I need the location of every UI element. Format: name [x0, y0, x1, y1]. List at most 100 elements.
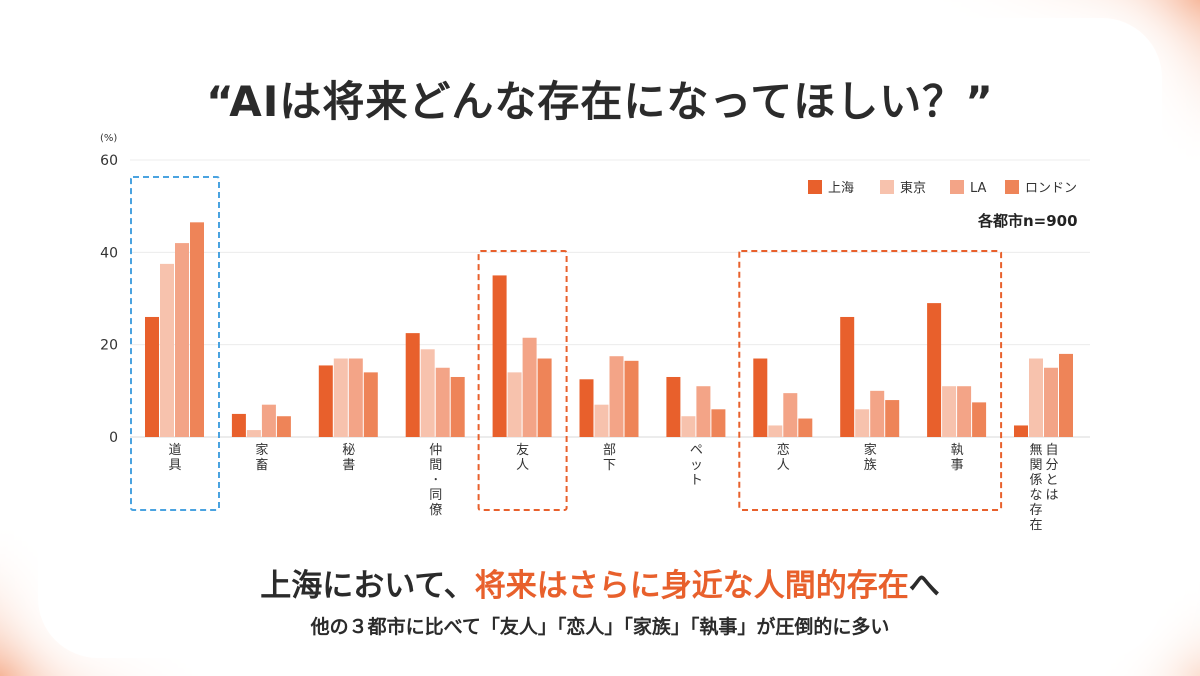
- page-title: “AIは将来どんな存在になってほしい？”: [206, 77, 994, 126]
- x-tick-label: ペ: [690, 443, 703, 458]
- x-tick-label: 自: [1045, 443, 1058, 458]
- x-tick-label: 恋: [777, 442, 790, 458]
- bar: [624, 360, 639, 437]
- bar: [1044, 367, 1058, 437]
- x-tick-label: 事: [951, 458, 964, 473]
- sample-size-note: 各都市n=900: [978, 212, 1078, 230]
- headline-highlight: 将来はさらに身近な人間的存在: [474, 568, 909, 604]
- x-tick-label: 存: [1029, 503, 1042, 518]
- highlight-box: [477, 250, 568, 511]
- bar: [681, 416, 696, 437]
- bar: [711, 409, 726, 437]
- bar: [145, 316, 159, 437]
- bar: [927, 303, 942, 437]
- bar: [753, 358, 768, 437]
- legend-label: 東京: [900, 180, 926, 196]
- x-tick-label: 畜: [255, 457, 268, 473]
- bar: [318, 365, 333, 437]
- bar: [435, 367, 450, 437]
- x-tick-label: 係: [1029, 473, 1042, 488]
- bar: [348, 358, 363, 437]
- legend-swatch: [880, 180, 894, 194]
- x-tick-label: 具: [168, 458, 181, 473]
- x-tick-label: 関: [1029, 458, 1042, 473]
- bar: [609, 356, 624, 437]
- legend-swatch: [808, 180, 822, 194]
- bar: [768, 425, 783, 437]
- legend-swatch: [1005, 180, 1019, 194]
- bar: [579, 379, 594, 437]
- x-tick-label: 家: [864, 442, 877, 458]
- bar: [231, 413, 246, 437]
- bar: [942, 386, 957, 437]
- x-tick-label: 僚: [429, 503, 442, 518]
- bar: [1059, 353, 1073, 437]
- bar: [870, 390, 885, 437]
- x-tick-label: 人: [516, 458, 529, 473]
- bar: [450, 376, 465, 437]
- bar: [246, 430, 261, 437]
- x-tick-label: 仲: [429, 443, 442, 458]
- bar: [972, 402, 987, 437]
- bar: [696, 386, 711, 437]
- y-axis-label: (%): [100, 133, 117, 144]
- bar: [363, 372, 378, 437]
- x-tick-label: 執: [951, 442, 964, 458]
- bar: [594, 404, 609, 437]
- bar: [1029, 358, 1043, 437]
- x-tick-label: 下: [603, 458, 616, 473]
- x-tick-label: 同: [429, 488, 442, 503]
- x-tick-label: 秘: [342, 443, 355, 458]
- x-tick-label: ト: [690, 473, 703, 488]
- bar: [507, 372, 522, 437]
- y-tick-label: 20: [100, 338, 118, 354]
- bar: [798, 418, 813, 437]
- bar: [537, 358, 552, 437]
- bar: [261, 404, 276, 437]
- x-tick-label: 家: [255, 442, 268, 458]
- bar: [666, 376, 681, 437]
- bar: [190, 222, 204, 437]
- legend-label: ロンドン: [1025, 181, 1077, 196]
- legend-label: 上海: [828, 181, 854, 196]
- x-tick-label: ッ: [690, 458, 703, 473]
- bar: [175, 243, 189, 437]
- x-tick-label: 無: [1029, 443, 1042, 458]
- x-tick-label: 在: [1029, 518, 1042, 533]
- bar: [840, 316, 855, 437]
- bar: [420, 349, 435, 437]
- x-tick-label: 族: [864, 457, 877, 473]
- bar: [276, 416, 291, 437]
- x-tick-label: 友: [516, 442, 529, 458]
- highlight-box: [130, 176, 220, 511]
- legend-label: LA: [970, 181, 987, 196]
- x-tick-label: 人: [777, 458, 790, 473]
- legend-swatch: [950, 180, 964, 194]
- bar: [333, 358, 348, 437]
- x-tick-label: 間: [429, 458, 442, 473]
- y-tick-label: 40: [100, 245, 118, 261]
- subheadline: 他の３都市に比べて「友人」「恋人」「家族」「執事」が圧倒的に多い: [310, 616, 890, 638]
- bar: [885, 400, 900, 437]
- chart-card: [38, 18, 1162, 658]
- bar: [522, 337, 537, 437]
- x-tick-label: ･: [432, 473, 439, 488]
- x-tick-label: 部: [603, 443, 616, 458]
- x-tick-label: 分: [1045, 458, 1058, 473]
- bar: [492, 275, 507, 437]
- bar: [160, 263, 174, 437]
- bar: [957, 386, 972, 437]
- bar: [1014, 425, 1028, 437]
- x-tick-label: 書: [342, 458, 355, 473]
- y-tick-label: 60: [100, 153, 118, 169]
- headline: 上海において、将来はさらに身近な人間的存在へ: [0, 560, 1200, 605]
- x-tick-label: な: [1029, 488, 1042, 503]
- y-tick-label: 0: [109, 430, 118, 446]
- bar: [405, 333, 420, 437]
- bar: [855, 409, 870, 437]
- headline-part-1: 上海において、: [260, 568, 475, 604]
- headline-part-3: へ: [908, 568, 940, 604]
- x-tick-label: 道: [168, 443, 181, 458]
- bar: [783, 393, 798, 437]
